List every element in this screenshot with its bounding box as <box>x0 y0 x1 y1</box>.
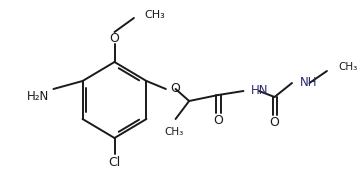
Text: O: O <box>109 31 120 45</box>
Text: CH₃: CH₃ <box>145 10 165 20</box>
Text: CH₃: CH₃ <box>339 62 358 72</box>
Text: Cl: Cl <box>108 155 121 169</box>
Text: HN: HN <box>251 84 269 98</box>
Text: NH: NH <box>300 77 317 89</box>
Text: H₂N: H₂N <box>27 91 49 103</box>
Text: O: O <box>213 114 223 127</box>
Text: O: O <box>270 116 279 130</box>
Text: CH₃: CH₃ <box>164 127 183 137</box>
Text: O: O <box>171 82 181 95</box>
